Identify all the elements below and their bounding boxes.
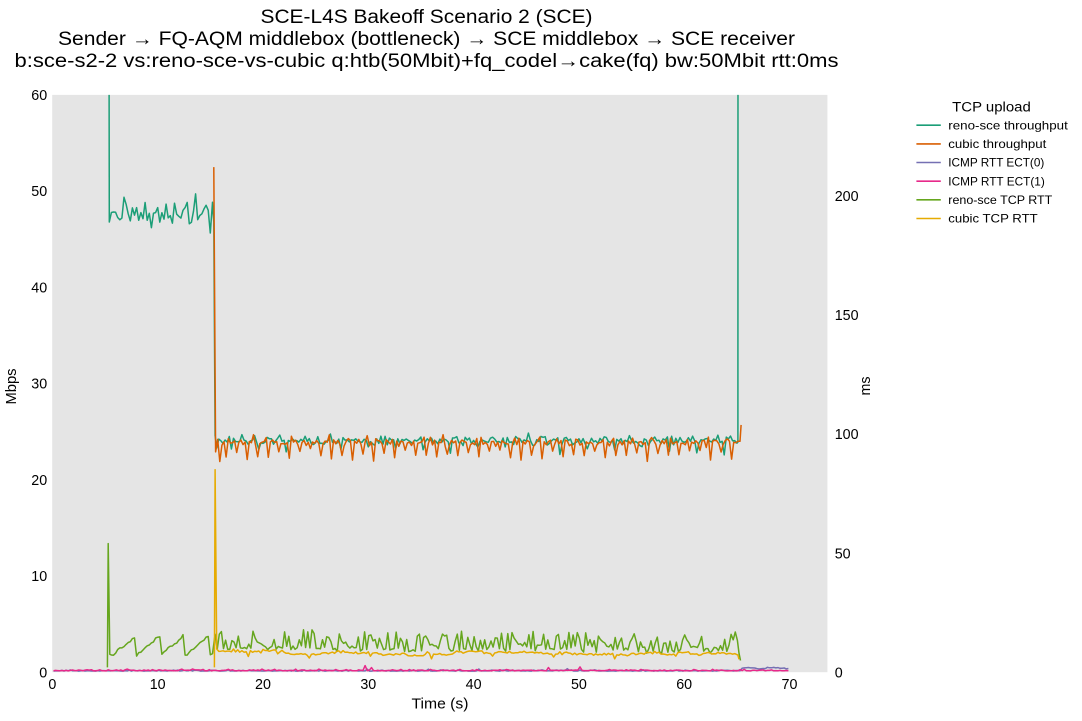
svg-text:150: 150 — [835, 308, 859, 324]
svg-text:50: 50 — [571, 677, 587, 693]
svg-text:Time (s): Time (s) — [412, 697, 469, 713]
svg-text:40: 40 — [31, 280, 47, 296]
svg-text:b:sce-s2-2 vs:reno-sce-vs-cubi: b:sce-s2-2 vs:reno-sce-vs-cubic q:htb(50… — [15, 51, 839, 72]
svg-text:cubic TCP RTT: cubic TCP RTT — [948, 212, 1038, 226]
svg-text:TCP upload: TCP upload — [952, 100, 1031, 115]
svg-text:20: 20 — [31, 473, 47, 489]
svg-text:40: 40 — [466, 677, 482, 693]
svg-text:50: 50 — [835, 546, 851, 562]
svg-text:0: 0 — [39, 665, 47, 681]
svg-text:30: 30 — [360, 677, 376, 693]
svg-text:200: 200 — [835, 189, 859, 205]
svg-text:10: 10 — [150, 677, 166, 693]
svg-text:0: 0 — [48, 677, 56, 693]
svg-text:50: 50 — [31, 184, 47, 200]
svg-text:70: 70 — [782, 677, 798, 693]
svg-text:SCE-L4S Bakeoff Scenario 2 (SC: SCE-L4S Bakeoff Scenario 2 (SCE) — [261, 7, 593, 28]
svg-text:100: 100 — [835, 427, 859, 443]
svg-text:ms: ms — [858, 377, 874, 396]
svg-text:ICMP RTT ECT(0): ICMP RTT ECT(0) — [948, 156, 1044, 170]
svg-text:cubic throughput: cubic throughput — [948, 137, 1047, 151]
svg-text:60: 60 — [31, 88, 47, 104]
svg-text:0: 0 — [835, 665, 843, 681]
svg-text:10: 10 — [31, 569, 47, 585]
svg-text:Mbps: Mbps — [4, 369, 20, 405]
svg-text:20: 20 — [255, 677, 271, 693]
svg-text:reno-sce throughput: reno-sce throughput — [948, 118, 1068, 132]
svg-text:60: 60 — [676, 677, 692, 693]
svg-text:Sender → FQ-AQM middlebox (bot: Sender → FQ-AQM middlebox (bottleneck) →… — [58, 29, 796, 50]
svg-text:ICMP RTT ECT(1): ICMP RTT ECT(1) — [948, 174, 1045, 188]
svg-text:reno-sce TCP RTT: reno-sce TCP RTT — [948, 193, 1053, 207]
svg-text:30: 30 — [31, 377, 47, 393]
